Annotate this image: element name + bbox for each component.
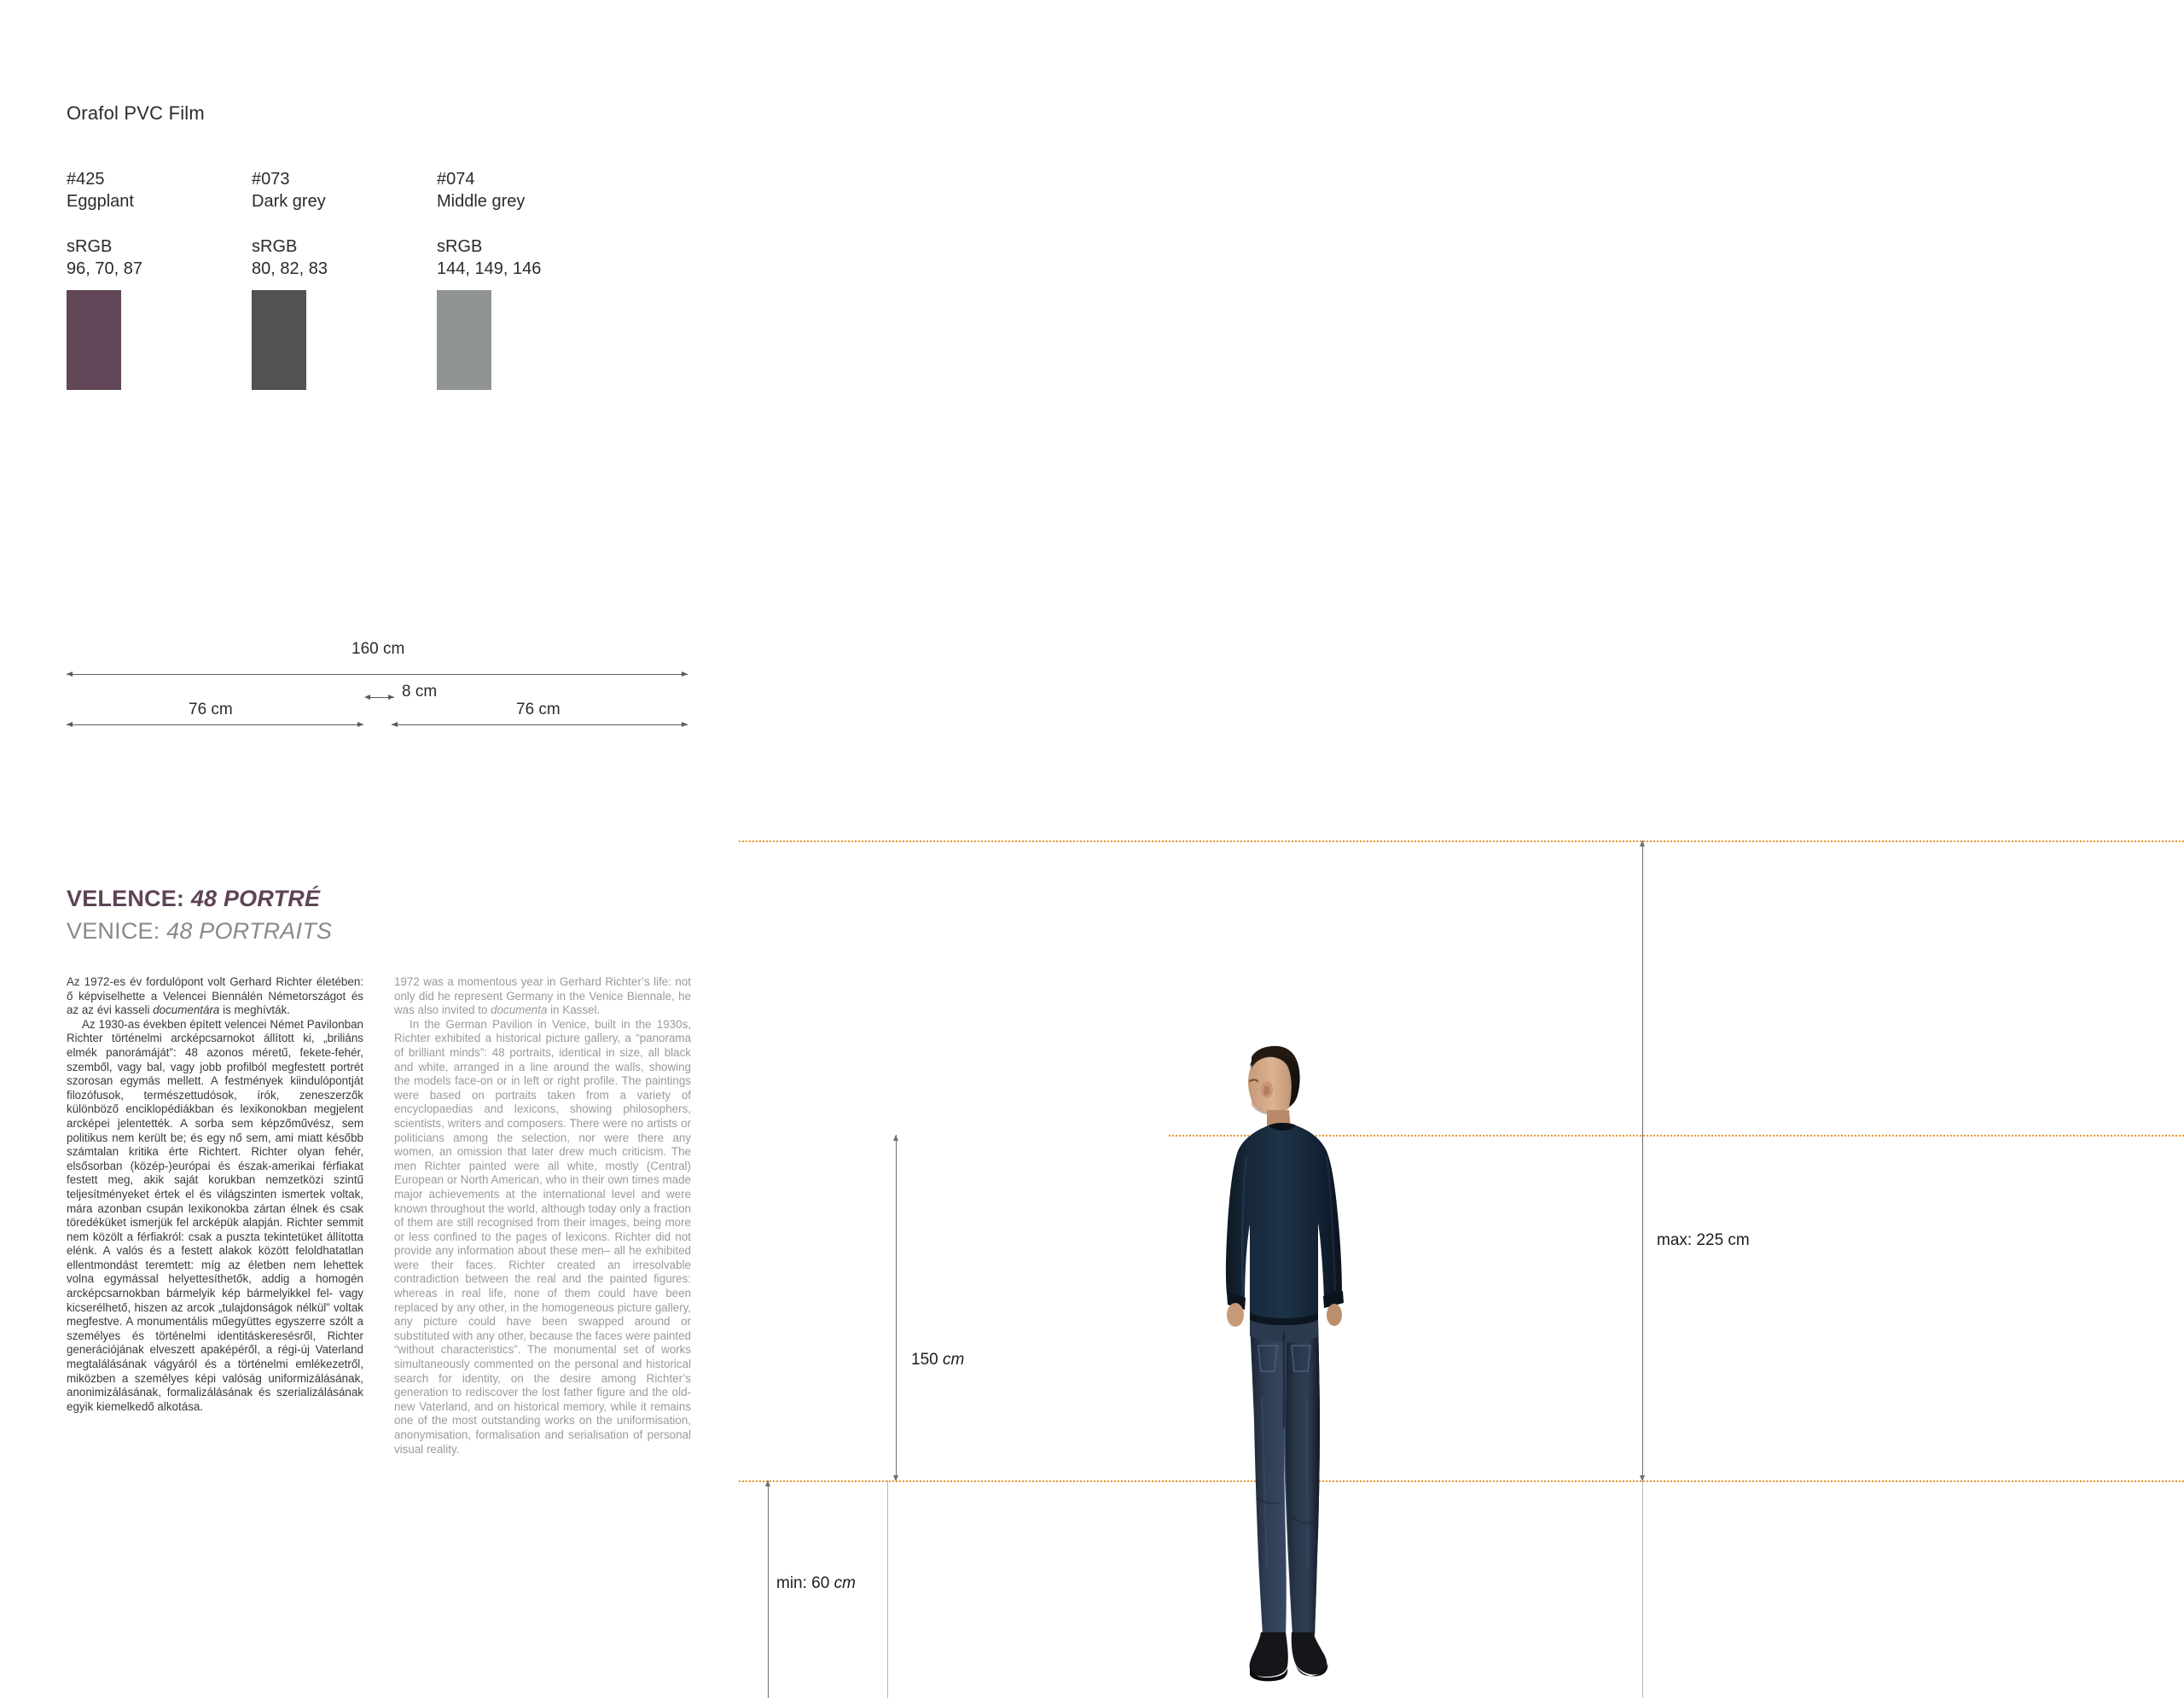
swatch-color-space: sRGB (252, 237, 298, 256)
swatch-code: #425 (67, 170, 105, 189)
swatch-chip-eggplant (67, 290, 121, 390)
swatch-code: #073 (252, 170, 290, 189)
measure-arrow-down-max (1640, 1475, 1645, 1481)
swatch-info-dark-grey: #073 Dark grey sRGB 80, 82, 83 (252, 168, 422, 280)
measure-arrow-down-eye (893, 1475, 898, 1481)
measure-arrow-up-eye (893, 1135, 898, 1141)
label-max-height: max: 225 cm (1657, 1231, 1750, 1249)
dim-arrow-right-lp (357, 722, 363, 727)
swatch-chip-dark-grey (252, 290, 306, 390)
swatch-rgb-value: 96, 70, 87 (67, 259, 142, 278)
body-text-hungarian: Az 1972-es év fordulópont volt Gerhard R… (67, 975, 363, 1414)
swatch-name: Dark grey (252, 192, 326, 211)
guide-line-artwork-bottom (739, 1480, 2184, 1482)
swatch-name: Middle grey (437, 192, 526, 211)
label-min-height-value: min: 60 (776, 1574, 834, 1592)
headline-hungarian: VELENCE: 48 PORTRÉ (67, 886, 320, 912)
dim-label-left-panel: 76 cm (189, 701, 233, 718)
dim-line-left-panel (67, 724, 363, 725)
dim-arrow-left-lp (67, 722, 73, 727)
swatch-color-space: sRGB (437, 237, 483, 256)
guide-line-artwork-top-stub (1169, 1135, 1228, 1137)
figure-shoes (1249, 1632, 1328, 1682)
figure-jeans (1250, 1320, 1320, 1636)
label-eye-level-value: 150 (911, 1351, 943, 1369)
material-title: Orafol PVC Film (67, 102, 205, 124)
body-en-paragraph-2: In the German Pavilion in Venice, built … (394, 1017, 691, 1456)
body-hu-paragraph-2: Az 1930-as években épített velencei Néme… (67, 1017, 363, 1413)
guide-line-artwork-top (1169, 1135, 2184, 1137)
measure-line-eye-level (896, 1135, 897, 1480)
dim-arrow-left-total (67, 672, 73, 677)
reference-line-floor-left (887, 1480, 888, 1698)
dim-arrow-right-gap (388, 695, 394, 700)
swatch-chip-middle-grey (437, 290, 491, 390)
headline-en-title: 48 PORTRAITS (166, 918, 333, 944)
label-eye-level: 150 cm (911, 1351, 964, 1369)
headline-hu-title: 48 PORTRÉ (190, 886, 321, 911)
dim-label-right-panel: 76 cm (516, 701, 561, 718)
label-min-height-unit: cm (834, 1574, 856, 1592)
dim-arrow-right-rp (682, 722, 688, 727)
body-en-paragraph-1: 1972 was a momentous year in Gerhard Ric… (394, 975, 691, 1017)
swatch-code: #074 (437, 170, 475, 189)
figure-head (1248, 1045, 1300, 1115)
figure-hand-right (1327, 1304, 1342, 1326)
swatch-info-middle-grey: #074 Middle grey sRGB 144, 149, 146 (437, 168, 607, 280)
headline-english: VENICE: 48 PORTRAITS (67, 918, 332, 945)
dim-line-gap (367, 697, 394, 698)
figure-shirt (1225, 1123, 1344, 1329)
body-hu-paragraph-1: Az 1972-es év fordulópont volt Gerhard R… (67, 975, 363, 1017)
figure-hand-left (1227, 1303, 1244, 1327)
measure-arrow-up-max (1640, 840, 1645, 846)
dim-label-total: 160 cm (351, 640, 405, 658)
measure-line-min-height (768, 1480, 769, 1698)
swatch-info-eggplant: #425 Eggplant sRGB 96, 70, 87 (67, 168, 237, 280)
dim-line-right-panel (392, 724, 688, 725)
guide-line-ceiling (739, 840, 2184, 842)
swatch-rgb-value: 144, 149, 146 (437, 259, 542, 278)
dim-line-total (67, 674, 688, 675)
headline-en-prefix: VENICE: (67, 918, 167, 944)
measure-line-max-height (1642, 840, 1643, 1480)
swatch-name: Eggplant (67, 192, 134, 211)
headline-hu-prefix: VELENCE: (67, 886, 191, 911)
label-eye-level-unit: cm (942, 1351, 965, 1369)
dim-label-gap: 8 cm (402, 683, 438, 701)
dim-arrow-left-rp (392, 722, 398, 727)
dim-arrow-left-gap (364, 695, 370, 700)
measure-arrow-up-min (765, 1480, 770, 1486)
body-text-english: 1972 was a momentous year in Gerhard Ric… (394, 975, 691, 1457)
label-min-height: min: 60 cm (776, 1574, 856, 1593)
scale-figure-person (1207, 1020, 1378, 1694)
dim-arrow-right-total (682, 672, 688, 677)
swatch-rgb-value: 80, 82, 83 (252, 259, 328, 278)
swatch-color-space: sRGB (67, 237, 113, 256)
